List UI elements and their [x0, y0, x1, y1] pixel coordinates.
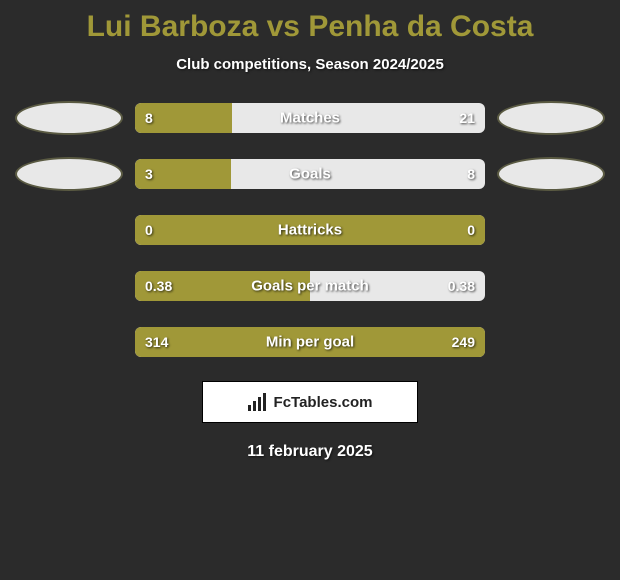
stat-row: 0 Hattricks 0 [0, 213, 620, 247]
stat-name: Min per goal [266, 334, 354, 351]
infographic-container: Lui Barboza vs Penha da Costa Club compe… [0, 0, 620, 461]
stat-name: Hattricks [278, 222, 342, 239]
right-ellipse [497, 157, 605, 191]
stat-rows: 8 Matches 21 3 Goals 8 0 Hattricks 0 0.38 Goals pe… [0, 101, 620, 359]
stat-bar: 3 Goals 8 [135, 159, 485, 189]
stat-row: 0.38 Goals per match 0.38 [0, 269, 620, 303]
stat-row: 314 Min per goal 249 [0, 325, 620, 359]
left-ellipse [15, 101, 123, 135]
stat-right-value: 0.38 [448, 278, 475, 294]
bar-chart-icon [248, 393, 268, 411]
date-label: 11 february 2025 [0, 443, 620, 461]
stat-right-value: 249 [452, 334, 475, 350]
page-title: Lui Barboza vs Penha da Costa [0, 10, 620, 44]
stat-bar: 314 Min per goal 249 [135, 327, 485, 357]
stat-left-value: 0.38 [145, 278, 172, 294]
stat-row: 3 Goals 8 [0, 157, 620, 191]
stat-left-value: 314 [145, 334, 168, 350]
stat-name: Goals per match [251, 278, 369, 295]
stat-right-value: 21 [459, 110, 475, 126]
right-ellipse [497, 101, 605, 135]
brand-badge: FcTables.com [202, 381, 418, 423]
left-ellipse [15, 157, 123, 191]
stat-bar: 0.38 Goals per match 0.38 [135, 271, 485, 301]
stat-bar: 8 Matches 21 [135, 103, 485, 133]
brand-label: FcTables.com [274, 394, 373, 411]
subtitle: Club competitions, Season 2024/2025 [0, 56, 620, 73]
stat-left-value: 8 [145, 110, 153, 126]
stat-right-value: 8 [467, 166, 475, 182]
stat-name: Goals [289, 166, 331, 183]
stat-name: Matches [280, 110, 340, 127]
stat-left-value: 0 [145, 222, 153, 238]
stat-row: 8 Matches 21 [0, 101, 620, 135]
stat-bar: 0 Hattricks 0 [135, 215, 485, 245]
stat-right-value: 0 [467, 222, 475, 238]
stat-left-value: 3 [145, 166, 153, 182]
